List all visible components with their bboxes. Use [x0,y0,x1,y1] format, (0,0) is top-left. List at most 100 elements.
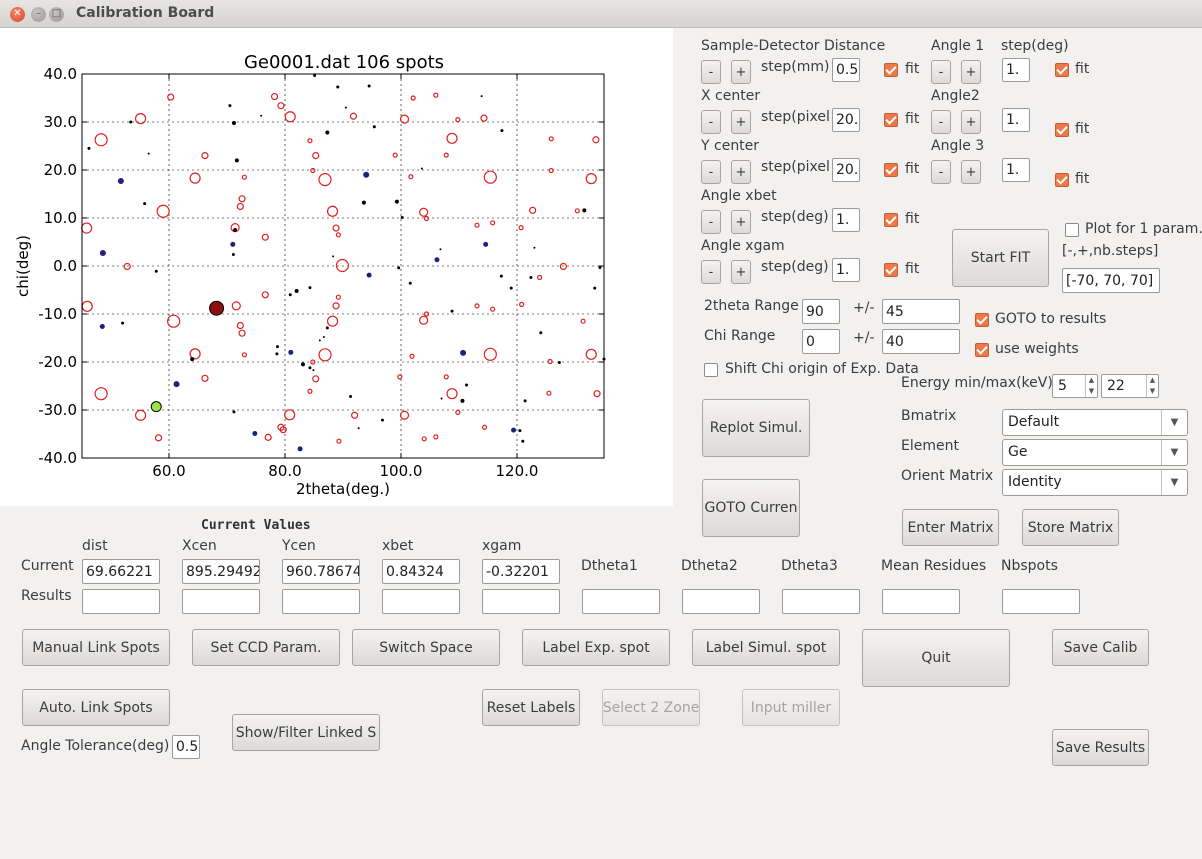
angle1-step-input[interactable]: 1. [1002,58,1030,82]
replot-simul-button[interactable]: Replot Simul. [702,399,810,457]
ycenter-fit-checkbox[interactable] [884,163,898,177]
xgam-minus-button[interactable]: - [701,260,721,284]
ycenter-step-input[interactable]: 20. [832,158,860,182]
experimental-spot [380,418,384,422]
current-ycen-field[interactable]: 960.78674 [282,559,360,584]
result-dtheta3-field[interactable] [782,589,860,614]
current-xgam-field[interactable]: -0.32201 [482,559,560,584]
chevron-down-icon[interactable]: ▼ [1161,410,1187,435]
angle2-minus-button[interactable]: - [931,110,951,134]
nb-steps-input[interactable]: [-70, 70, 70] [1062,268,1160,293]
distance-plus-button[interactable]: + [731,60,751,84]
result-mean-residues-field[interactable] [882,589,960,614]
current-xbet-field[interactable]: 0.84324 [382,559,460,584]
xbet-fit-checkbox[interactable] [884,213,898,227]
xbet-minus-button[interactable]: - [701,210,721,234]
xgam-step-input[interactable]: 1. [832,258,860,282]
angle2-fit-checkbox[interactable] [1055,123,1069,137]
xcenter-fit-checkbox[interactable] [884,113,898,127]
switch-space-button[interactable]: Switch Space [352,629,500,666]
chevron-down-icon[interactable]: ▼ [1161,440,1187,465]
shift-chi-label: Shift Chi origin of Exp. Data [725,361,919,377]
store-matrix-button[interactable]: Store Matrix [1022,509,1119,546]
spin-arrows-icon[interactable]: ▲ ▼ [1146,375,1158,397]
ycenter-minus-button[interactable]: - [701,160,721,184]
angle3-minus-button[interactable]: - [931,160,951,184]
plot-panel[interactable]: 60.0 80.0 100.0 120.0 40.0 30.0 20.0 10.0 0.0 -10… [0,28,673,506]
angle1-plus-button[interactable]: + [961,60,981,84]
simulated-spot [81,222,93,234]
show-filter-linked-button[interactable]: Show/Filter Linked S [232,714,380,751]
col-xgam-label: xgam [482,538,522,554]
save-results-button[interactable]: Save Results [1052,729,1149,766]
angle1-fit-checkbox[interactable] [1055,63,1069,77]
distance-minus-button[interactable]: - [701,60,721,84]
save-calib-button[interactable]: Save Calib [1052,629,1149,666]
minimize-window-button[interactable]: – [31,7,46,22]
angle3-step-input[interactable]: 1. [1002,158,1030,182]
manual-link-spots-button[interactable]: Manual Link Spots [22,629,170,666]
xcenter-plus-button[interactable]: + [731,110,751,134]
result-dist-field[interactable] [82,589,160,614]
angle3-fit-checkbox[interactable] [1055,173,1069,187]
xgam-plus-button[interactable]: + [731,260,751,284]
angle-tolerance-input[interactable]: 0.5 [172,735,200,759]
angle2-step-input[interactable]: 1. [1002,108,1030,132]
chi-delta-input[interactable]: 40 [882,329,960,354]
goto-results-checkbox[interactable] [975,313,989,327]
reset-labels-button[interactable]: Reset Labels [482,689,580,726]
experimental-spot [460,349,467,356]
input-miller-button[interactable]: Input miller [742,689,840,726]
chart-grid [82,74,604,458]
experimental-spot [322,336,325,339]
simulated-spot [189,172,201,184]
current-dist-field[interactable]: 69.66221 [82,559,160,584]
quit-button[interactable]: Quit [862,629,1010,687]
xcenter-minus-button[interactable]: - [701,110,721,134]
angle3-plus-button[interactable]: + [961,160,981,184]
current-xcen-field[interactable]: 895.29492 [182,559,260,584]
goto-current-button[interactable]: GOTO Curren [702,479,800,537]
energy-max-spinbox[interactable]: 22 ▲ ▼ [1101,374,1159,398]
spin-arrows-icon[interactable]: ▲ ▼ [1085,375,1097,397]
shift-chi-checkbox[interactable] [704,363,718,377]
label-simul-spot-button[interactable]: Label Simul. spot [692,629,840,666]
scatter-chart[interactable]: 60.0 80.0 100.0 120.0 40.0 30.0 20.0 10.0 0.0 -10… [0,28,673,506]
close-window-button[interactable]: ✕ [10,7,25,22]
experimental-spot [121,321,125,325]
angle2-plus-button[interactable]: + [961,110,981,134]
distance-fit-checkbox[interactable] [884,63,898,77]
chi-range-input[interactable]: 0 [802,329,840,354]
use-weights-checkbox[interactable] [975,343,989,357]
result-nbspots-field[interactable] [1002,589,1080,614]
xbet-plus-button[interactable]: + [731,210,751,234]
result-dtheta1-field[interactable] [582,589,660,614]
chevron-down-icon[interactable]: ▼ [1161,470,1187,495]
result-xbet-field[interactable] [382,589,460,614]
select-zone-button[interactable]: Select 2 Zone [602,689,700,726]
result-xcen-field[interactable] [182,589,260,614]
energy-min-spinbox[interactable]: 5 ▲ ▼ [1052,374,1098,398]
xcenter-step-input[interactable]: 20. [832,108,860,132]
start-fit-button[interactable]: Start FIT [952,229,1049,287]
distance-step-input[interactable]: 0.5 [832,58,860,82]
ycenter-plus-button[interactable]: + [731,160,751,184]
twotheta-delta-input[interactable]: 45 [882,299,960,324]
xgam-fit-checkbox[interactable] [884,263,898,277]
orient-matrix-select[interactable]: Identity ▼ [1002,469,1188,496]
result-dtheta2-field[interactable] [682,589,760,614]
maximize-window-button[interactable]: □ [49,7,64,22]
set-ccd-param-button[interactable]: Set CCD Param. [192,629,340,666]
enter-matrix-button[interactable]: Enter Matrix [902,509,999,546]
twotheta-range-input[interactable]: 90 [802,299,840,324]
angle1-minus-button[interactable]: - [931,60,951,84]
result-xgam-field[interactable] [482,589,560,614]
label-exp-spot-button[interactable]: Label Exp. spot [522,629,670,666]
plot-one-param-checkbox[interactable] [1065,223,1079,237]
simulated-spot [559,262,568,271]
xbet-step-input[interactable]: 1. [832,208,860,232]
bmatrix-select[interactable]: Default ▼ [1002,409,1188,436]
auto-link-spots-button[interactable]: Auto. Link Spots [22,689,170,726]
result-ycen-field[interactable] [282,589,360,614]
element-select[interactable]: Ge ▼ [1002,439,1188,466]
